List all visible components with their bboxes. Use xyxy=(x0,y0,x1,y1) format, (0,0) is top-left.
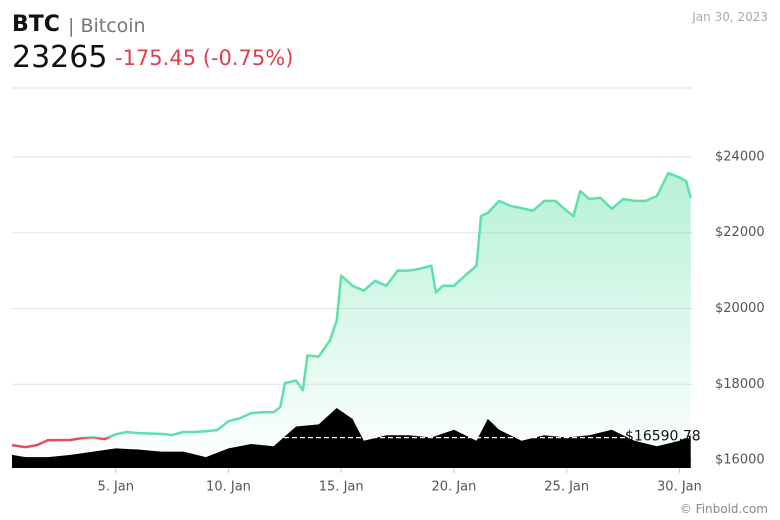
chart: $16000 $18000 $20000 $22000 $24000 5. Jan 10. … xyxy=(11,87,765,495)
y-tick-label: $22000 xyxy=(715,225,765,240)
date: Jan 30, 2023 xyxy=(692,10,768,24)
x-tick-label: 20. Jan xyxy=(432,480,477,495)
y-tick-label: $24000 xyxy=(715,149,765,164)
price-line xyxy=(11,171,692,449)
y-tick-label: $20000 xyxy=(715,301,765,316)
x-tick-label: 5. Jan xyxy=(97,480,134,495)
x-tick-label: 30. Jan xyxy=(657,480,702,495)
x-tick-label: 10. Jan xyxy=(206,480,251,495)
x-tick-label: 25. Jan xyxy=(544,480,589,495)
y-tick-label: $18000 xyxy=(715,377,765,392)
asset-name: | Bitcoin xyxy=(68,15,146,37)
source: © Finbold.com xyxy=(679,502,768,516)
price-area xyxy=(12,173,691,468)
symbol: BTC xyxy=(12,12,60,37)
x-tick-label: 15. Jan xyxy=(319,480,364,495)
price: 23265 xyxy=(12,40,108,75)
y-tick-label: $16000 xyxy=(715,453,765,468)
baseline-label: $16590.78 xyxy=(625,429,701,445)
price-change: -175.45 (-0.75%) xyxy=(115,46,294,70)
